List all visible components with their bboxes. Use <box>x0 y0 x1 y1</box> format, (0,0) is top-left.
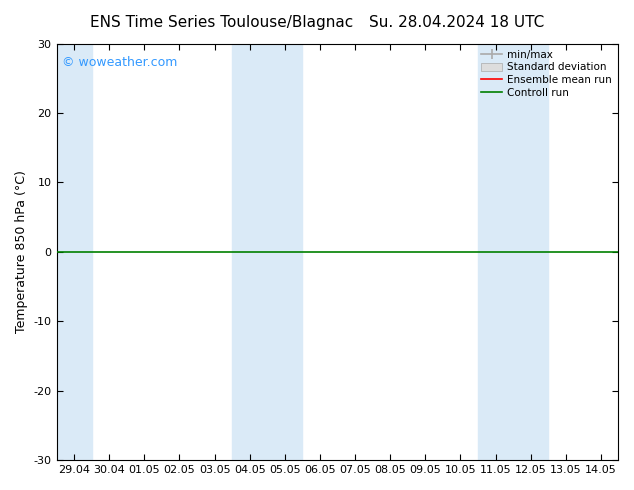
Legend: min/max, Standard deviation, Ensemble mean run, Controll run: min/max, Standard deviation, Ensemble me… <box>477 46 616 102</box>
Text: ENS Time Series Toulouse/Blagnac: ENS Time Series Toulouse/Blagnac <box>90 15 354 30</box>
Bar <box>56 44 92 460</box>
Y-axis label: Temperature 850 hPa (°C): Temperature 850 hPa (°C) <box>15 171 28 333</box>
Text: © woweather.com: © woweather.com <box>62 56 178 69</box>
Bar <box>232 44 302 460</box>
Text: Su. 28.04.2024 18 UTC: Su. 28.04.2024 18 UTC <box>369 15 544 30</box>
Bar <box>478 44 548 460</box>
